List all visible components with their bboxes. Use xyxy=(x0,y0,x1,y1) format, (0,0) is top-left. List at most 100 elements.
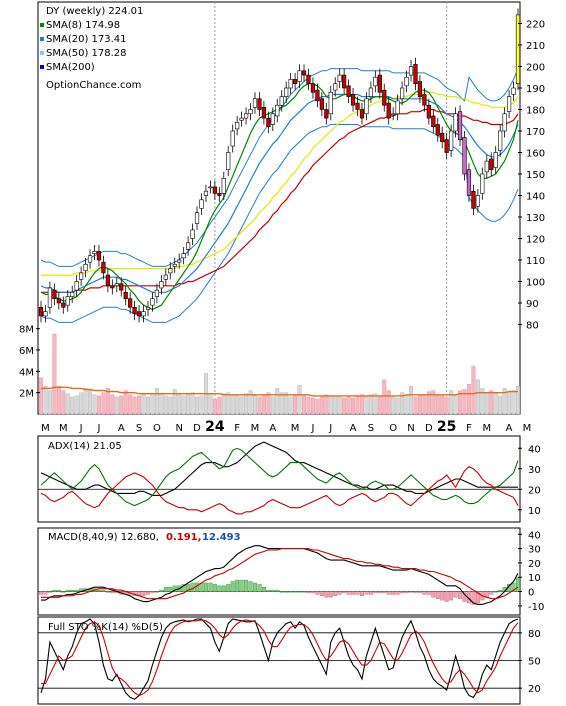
candle-body xyxy=(480,173,485,194)
volume-bar xyxy=(453,395,458,415)
price-tick-label: 80 xyxy=(526,321,539,332)
x-axis-label: D xyxy=(193,423,201,434)
sto-series-line-0 xyxy=(40,618,519,700)
candle-body xyxy=(110,285,115,289)
x-axis-label: M xyxy=(59,423,68,434)
volume-bar xyxy=(270,396,275,415)
candle-body xyxy=(399,87,405,100)
macd-histogram-bar xyxy=(435,591,440,599)
macd-histogram-bar xyxy=(208,582,213,592)
x-axis-label: A xyxy=(269,423,276,434)
legend-sma8: SMA(8) 174.98 xyxy=(46,20,120,31)
macd-histogram-bar xyxy=(297,591,302,593)
macd-histogram-bar xyxy=(516,577,521,592)
macd-histogram-bar xyxy=(226,584,231,592)
x-axis-label: O xyxy=(389,423,397,434)
legend-swatch-sma8 xyxy=(40,23,44,27)
x-axis-label: M xyxy=(523,423,532,434)
macd-histogram-bar xyxy=(39,591,44,595)
adx-tick-label: 20 xyxy=(528,485,541,496)
macd-histogram-bar xyxy=(346,591,351,595)
candle-body xyxy=(199,199,204,209)
price-tick-label: 110 xyxy=(526,256,545,267)
chart-title: DY (weekly) 224.01 xyxy=(46,6,143,17)
macd-histogram-bar xyxy=(244,579,249,592)
candle-body xyxy=(186,242,191,250)
candle-body xyxy=(489,158,494,170)
candle-body xyxy=(261,107,266,119)
volume-bar xyxy=(382,379,387,415)
volume-bar xyxy=(199,395,204,415)
indicator-layer xyxy=(39,441,521,700)
macd-histogram-bar xyxy=(96,589,101,592)
volume-bar xyxy=(302,394,307,415)
adx-series-line-0 xyxy=(40,441,518,496)
volume-bar xyxy=(368,394,373,415)
upper-band-line xyxy=(40,68,519,267)
volume-bar xyxy=(417,395,422,415)
macd-histogram-bar xyxy=(74,589,79,592)
macd-histogram-bar xyxy=(141,591,146,597)
x-axis-label: M xyxy=(41,423,50,434)
sto-label: Full STO %K(14) %D(5) xyxy=(48,622,163,633)
volume-bar xyxy=(114,396,119,415)
macd-histogram-bar xyxy=(458,591,463,599)
candle-body xyxy=(293,79,298,85)
lower-band-line xyxy=(40,124,519,323)
volume-bar xyxy=(195,396,200,415)
volume-bar xyxy=(480,388,485,415)
price-tick-label: 150 xyxy=(526,170,545,181)
macd-histogram-bar xyxy=(431,591,436,598)
volume-tick-label: 6M xyxy=(19,346,34,357)
volume-bar xyxy=(92,394,97,415)
volume-bar xyxy=(266,392,271,415)
candle-body xyxy=(449,130,454,151)
volume-bar xyxy=(177,393,182,415)
macd-histogram-bar xyxy=(145,591,150,595)
candle-body xyxy=(141,311,146,317)
adx-series-line-2 xyxy=(40,466,519,515)
volume-bar xyxy=(337,396,342,415)
macd-histogram-bar xyxy=(319,591,324,597)
candle-body xyxy=(230,130,235,147)
macd-histogram-bar xyxy=(449,591,454,601)
macd-histogram-bar xyxy=(426,591,431,595)
candle-body xyxy=(440,132,445,143)
volume-bar xyxy=(404,395,409,415)
volume-bar xyxy=(61,390,66,415)
volume-bar xyxy=(422,394,427,415)
macd-histogram-bar xyxy=(279,591,284,593)
volume-bar xyxy=(435,394,440,415)
volume-bar xyxy=(498,395,503,415)
candle-body xyxy=(386,102,391,119)
candle-body xyxy=(333,83,338,91)
candle-body xyxy=(154,289,160,297)
macd-histogram-bar xyxy=(203,582,208,592)
volume-bar xyxy=(110,394,115,415)
macd-histogram-bar xyxy=(377,591,382,594)
macd-histogram-bar xyxy=(511,582,516,592)
volume-bar xyxy=(400,392,405,415)
macd-series-line-0 xyxy=(41,545,519,605)
volume-bar xyxy=(217,396,222,415)
volume-bar xyxy=(163,395,168,415)
macd-histogram-bar xyxy=(154,591,159,593)
candle-body xyxy=(315,89,320,102)
macd-tick-label: -10 xyxy=(528,602,544,613)
candle-body xyxy=(190,229,195,239)
volume-bar xyxy=(306,396,311,415)
sto-tick-label: 50 xyxy=(528,657,541,668)
candle-body xyxy=(243,113,249,119)
macd-histogram-bar xyxy=(324,591,329,598)
volume-bar xyxy=(346,396,351,415)
candle-body xyxy=(288,79,293,89)
candle-body xyxy=(359,109,365,119)
x-axis-label: S xyxy=(136,423,142,434)
macd-histogram-bar xyxy=(284,591,289,593)
macd-histogram-bar xyxy=(270,589,275,592)
macd-histogram-bar xyxy=(404,591,409,594)
candle-body xyxy=(74,281,79,291)
macd-histogram-bar xyxy=(56,589,61,592)
sma-short-line xyxy=(40,83,519,311)
candle-body xyxy=(87,255,93,263)
